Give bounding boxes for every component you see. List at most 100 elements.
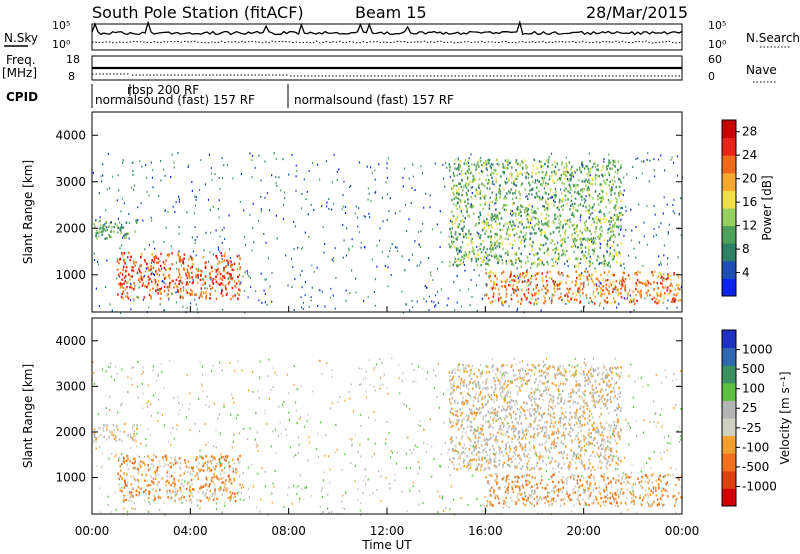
data-cell [599,302,602,305]
data-cell [528,219,530,223]
data-cell [518,386,521,389]
data-cell [486,163,488,166]
data-cell [613,383,616,386]
data-cell [613,213,616,217]
data-cell [196,308,198,311]
data-cell [567,265,569,268]
data-cell [513,179,516,182]
data-cell [608,201,611,204]
data-cell [555,258,558,261]
data-cell [541,220,543,223]
data-cell [597,373,599,376]
data-cell [578,395,581,398]
data-cell [568,423,571,426]
data-cell [154,289,157,292]
data-cell [489,254,491,257]
data-cell [593,247,596,251]
data-cell [563,219,566,222]
data-cell [515,251,518,255]
data-cell [543,302,545,305]
data-cell [549,393,551,396]
data-cell [473,410,476,413]
data-cell [202,255,204,259]
data-cell [462,185,465,189]
data-cell [452,214,455,218]
data-cell [564,437,566,441]
data-cell [183,472,186,475]
data-cell [675,294,678,297]
data-cell [475,429,478,432]
data-cell [271,174,273,177]
data-cell [481,397,483,400]
data-cell [150,272,153,276]
data-cell [541,369,543,373]
data-cell [555,171,557,174]
data-cell [326,201,328,204]
data-cell [514,212,517,215]
data-cell [466,465,468,468]
data-cell [233,492,236,495]
data-cell [520,422,522,425]
data-cell [597,367,600,370]
data-cell [561,181,564,185]
data-cell [582,464,584,467]
data-cell [313,208,315,211]
data-cell [488,275,490,278]
data-cell [459,442,461,445]
data-cell [530,292,533,296]
data-cell [192,263,194,266]
data-cell [596,218,598,222]
data-cell [671,298,674,301]
data-cell [474,412,477,415]
data-cell [589,229,591,233]
data-cell [471,452,473,455]
data-cell [614,439,617,442]
data-cell [468,168,470,171]
data-cell [170,280,173,283]
data-cell [548,225,550,228]
data-cell [239,282,241,286]
data-cell [615,381,618,384]
data-cell [614,395,616,398]
data-cell [499,424,501,428]
data-cell [585,199,587,202]
data-cell [229,478,232,481]
data-cell [215,465,217,468]
data-cell [581,190,584,193]
data-cell [267,257,269,260]
data-cell [463,221,465,223]
data-cell [666,289,668,292]
data-cell [175,291,177,294]
data-cell [617,215,619,219]
data-cell [548,214,550,217]
data-cell [468,229,470,233]
data-cell [514,224,516,227]
data-cell [251,249,253,252]
data-cell [670,278,672,281]
data-cell [485,476,488,479]
data-cell [202,291,205,294]
data-cell [529,223,532,226]
data-cell [189,280,191,283]
data-cell [522,409,525,412]
data-cell [587,239,589,242]
data-cell [479,390,482,394]
data-cell [592,237,595,240]
data-cell [640,281,642,284]
data-cell [492,421,495,424]
data-cell [621,278,624,281]
data-cell [469,172,471,175]
data-cell [591,165,594,169]
data-cell [534,365,536,369]
data-cell [464,234,467,237]
data-cell [271,300,273,303]
data-cell [486,441,488,445]
data-cell [524,210,527,213]
data-cell [143,463,146,466]
data-cell [231,492,234,495]
data-cell [629,289,631,292]
data-cell [449,245,451,248]
data-cell [552,416,554,419]
data-cell [236,292,239,295]
